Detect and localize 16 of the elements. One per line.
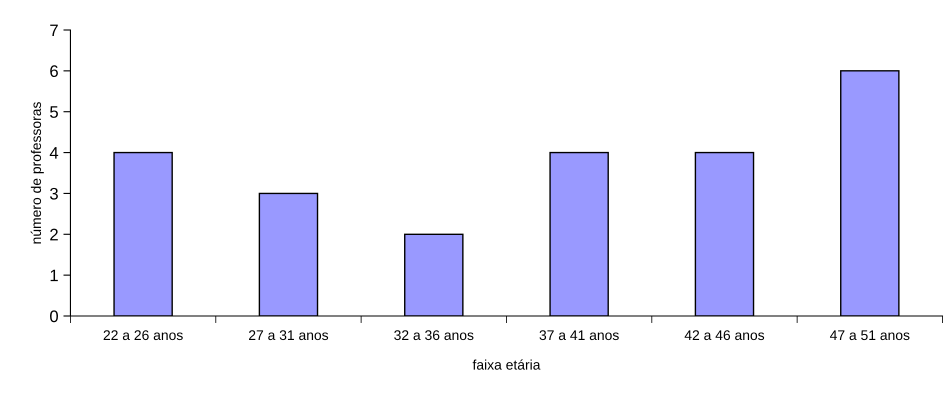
y-tick-label: 7 (50, 24, 58, 36)
x-axis-title: faixa etária (472, 359, 540, 370)
y-tick-label: 4 (50, 147, 58, 159)
y-tick-label: 5 (50, 106, 58, 118)
x-tick-label: 22 a 26 anos (104, 330, 183, 340)
x-tick-label: 32 a 36 anos (394, 330, 474, 340)
y-axis-title: número de professoras (30, 102, 44, 244)
x-tick-label: 27 a 31 anos (249, 330, 328, 340)
x-tick-label: 47 a 51 anos (830, 330, 910, 340)
x-tick-label: 42 a 46 anos (684, 330, 764, 340)
y-tick-label: 0 (50, 310, 58, 322)
y-tick-label: 1 (50, 270, 58, 282)
y-tick-label: 6 (50, 65, 58, 78)
y-tick-label: 2 (50, 228, 58, 240)
x-tick-label: 37 a 41 anos (540, 330, 619, 340)
y-tick-label: 3 (50, 188, 58, 200)
